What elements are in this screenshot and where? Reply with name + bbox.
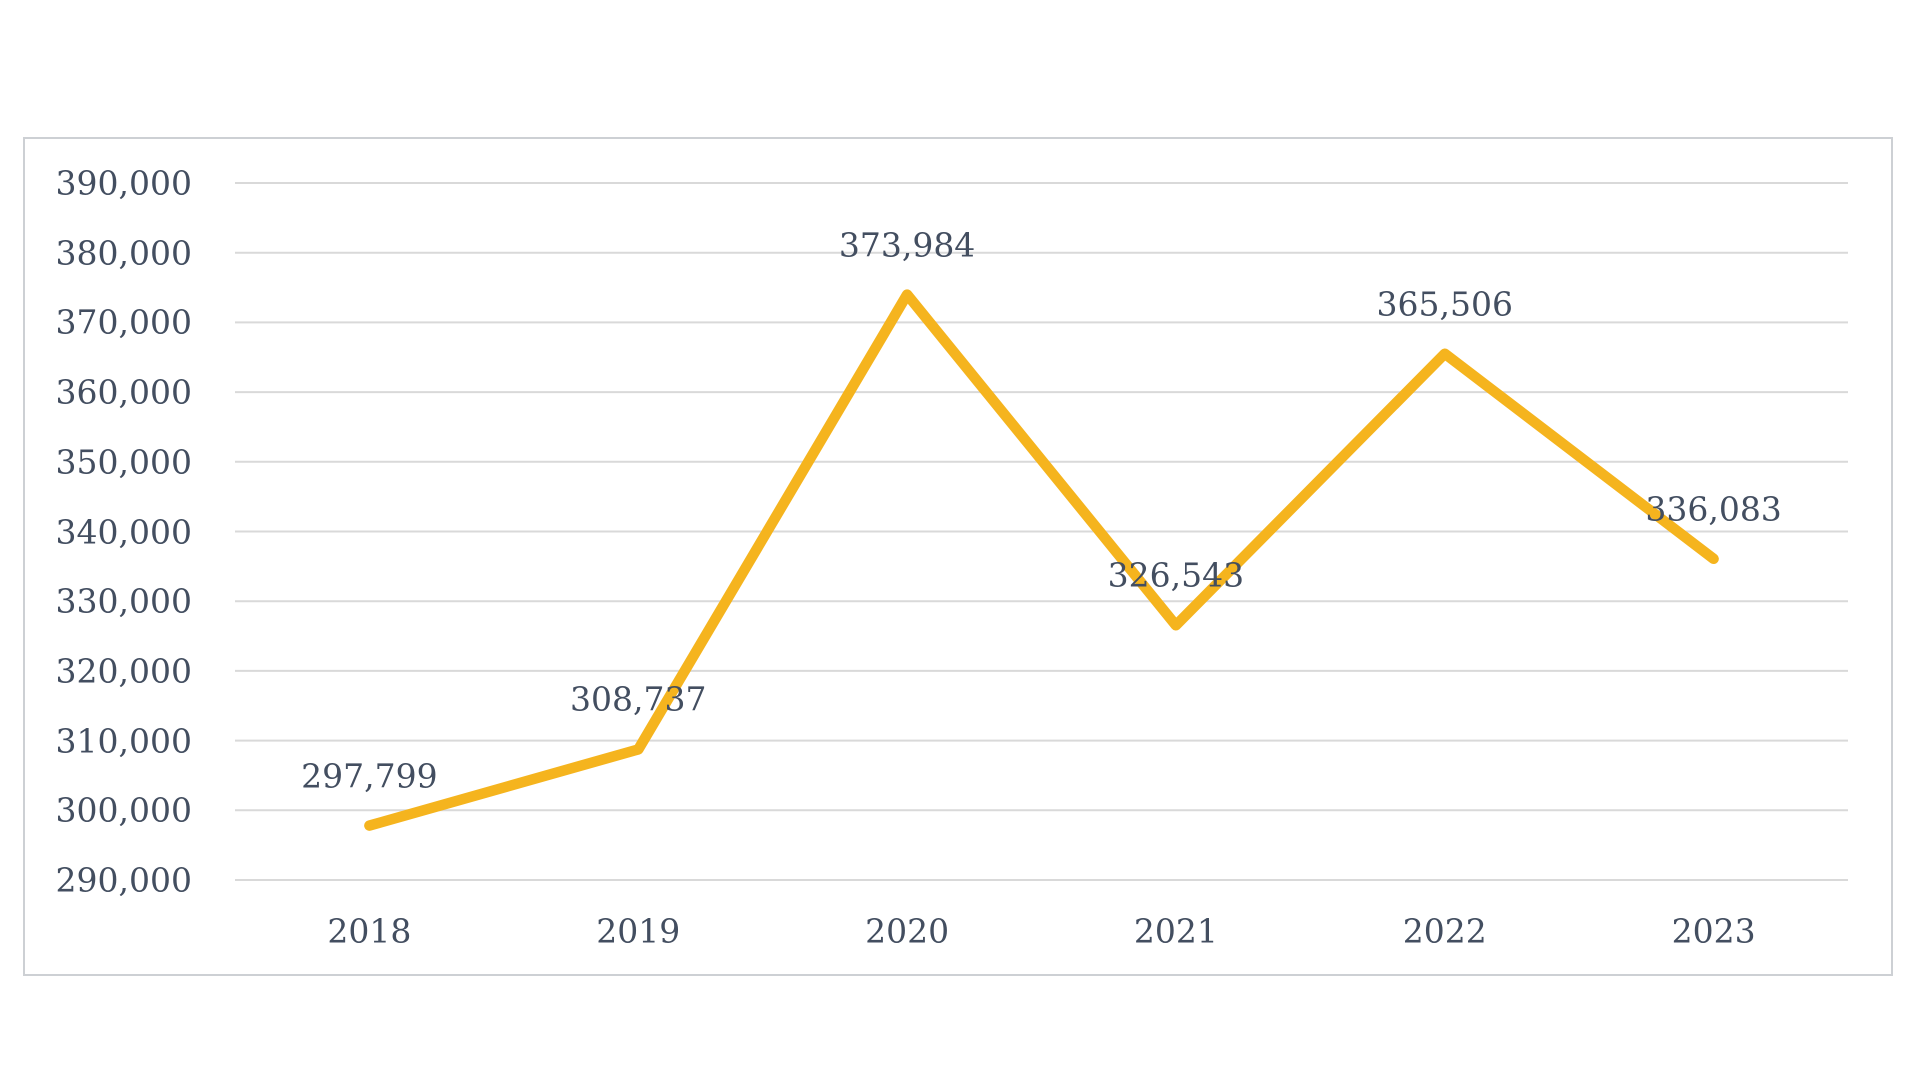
x-axis-tick-label: 2023: [1671, 911, 1756, 951]
series-line: [364, 289, 1719, 831]
data-point-label: 336,083: [1645, 489, 1782, 529]
y-axis-tick-label: 290,000: [55, 860, 192, 900]
data-point-label: 365,506: [1376, 284, 1513, 324]
data-point-label: 373,984: [838, 225, 976, 265]
chart-plot-panel: [23, 137, 1893, 976]
y-axis-tick-label: 390,000: [55, 163, 192, 203]
data-point-label: 297,799: [301, 756, 438, 796]
x-axis-tick-label: 2022: [1402, 911, 1487, 951]
y-axis-tick-label: 320,000: [55, 651, 192, 691]
y-axis-tick-label: 340,000: [55, 512, 192, 551]
x-axis-tick-label: 2018: [327, 911, 412, 951]
y-axis-tick-label: 310,000: [55, 721, 192, 761]
data-point-label: 326,543: [1107, 555, 1245, 595]
x-axis-tick-label: 2019: [596, 911, 681, 951]
y-axis-tick-label: 360,000: [55, 372, 192, 412]
y-axis-tick-label: 380,000: [55, 233, 192, 273]
y-axis-tick-label: 350,000: [55, 442, 192, 482]
y-axis-tick-label: 300,000: [55, 790, 192, 830]
y-axis-tick-label: 330,000: [55, 581, 192, 621]
x-axis-tick-label: 2021: [1133, 911, 1218, 951]
data-point-label: 308,737: [570, 679, 707, 719]
x-axis-tick-label: 2020: [865, 911, 950, 951]
y-axis-tick-label: 370,000: [55, 302, 192, 342]
